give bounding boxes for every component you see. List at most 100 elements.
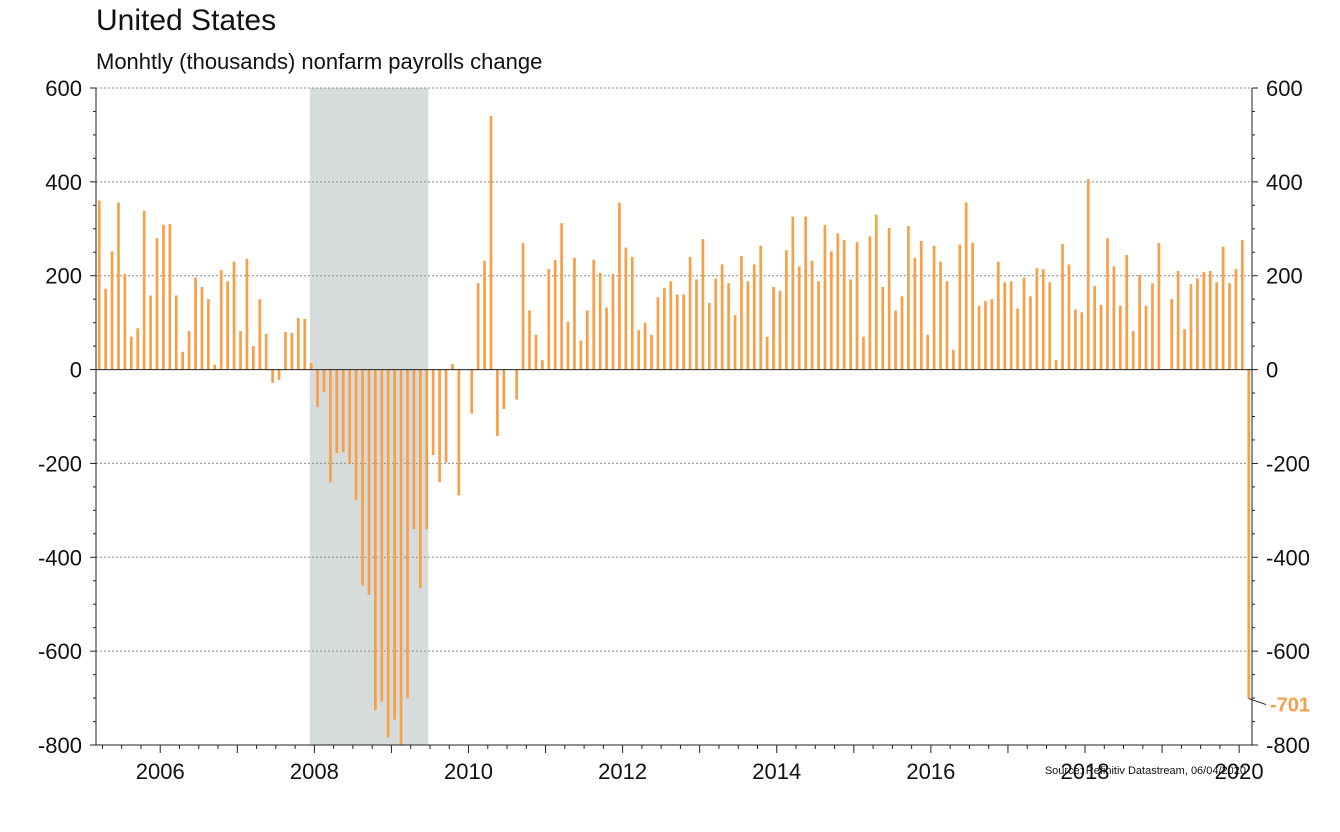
bar [361, 369, 364, 586]
y-tick-label-right: 200 [1266, 264, 1303, 289]
bar [855, 241, 859, 370]
bar [1208, 271, 1212, 370]
bar [418, 369, 422, 589]
bar [451, 363, 454, 370]
bar [406, 369, 409, 699]
bar [1074, 309, 1077, 370]
bar [502, 369, 506, 409]
bar [277, 369, 281, 380]
bar [110, 251, 114, 370]
bar [919, 240, 923, 370]
axes-layer [90, 87, 1267, 753]
y-tick-label-left: -800 [38, 733, 82, 758]
bar [733, 315, 737, 370]
bar [303, 318, 307, 370]
bar [1054, 360, 1058, 370]
bar [932, 245, 936, 370]
bar [117, 202, 120, 370]
bar [740, 256, 743, 370]
bar [598, 272, 602, 370]
x-tick-label: 2020 [1215, 759, 1264, 784]
bar [335, 369, 339, 454]
bar [894, 310, 897, 370]
bar [264, 333, 268, 370]
bar [650, 334, 653, 370]
y-tick-label-left: -600 [38, 639, 82, 664]
bar [560, 223, 563, 370]
bar [637, 330, 641, 370]
y-tick-label-right: -200 [1266, 451, 1310, 476]
bar [496, 369, 499, 437]
bar [309, 363, 313, 370]
bar [618, 202, 621, 370]
bar [1061, 243, 1064, 370]
bar [791, 216, 795, 370]
bar [573, 257, 576, 370]
x-tick-label: 2016 [906, 759, 955, 784]
x-tick-label: 2006 [136, 759, 185, 784]
bar [746, 281, 750, 370]
bar [187, 331, 191, 370]
bar [1131, 331, 1135, 370]
bar [399, 369, 403, 745]
chart-subtitle: Monhtly (thousands) nonfarm payrolls cha… [96, 49, 543, 74]
bar [656, 297, 660, 370]
bar [207, 299, 210, 370]
y-tick-label-right: 0 [1266, 358, 1278, 383]
bar [1080, 312, 1084, 370]
bar [380, 369, 384, 702]
bar [759, 245, 763, 370]
bar [823, 225, 827, 370]
y-tick-label-left: 600 [45, 76, 82, 101]
bar [900, 296, 904, 370]
bar [1029, 296, 1032, 370]
bar [829, 251, 833, 370]
bar [630, 256, 634, 370]
bar [1003, 282, 1007, 370]
bar [534, 334, 538, 370]
bar [540, 360, 544, 370]
bar [881, 286, 885, 370]
bar [1189, 284, 1193, 370]
bar [123, 273, 127, 370]
bar [290, 332, 294, 370]
y-tick-label-right: 600 [1266, 76, 1303, 101]
bar [348, 369, 352, 464]
bar [438, 369, 441, 483]
gridlines-layer [96, 87, 1252, 746]
bar [374, 369, 377, 711]
bar [444, 369, 448, 463]
bar [688, 256, 692, 370]
last-value-label: -701 [1270, 695, 1310, 717]
bar [971, 242, 974, 370]
bar [239, 331, 242, 370]
y-tick-label-right: 400 [1266, 170, 1303, 195]
bar [1035, 268, 1039, 370]
bar [386, 369, 390, 738]
bar [174, 295, 178, 370]
bar [945, 281, 949, 370]
bar [862, 336, 865, 370]
bar [958, 244, 962, 370]
y-tick-label-right: -800 [1266, 733, 1310, 758]
bar [1196, 278, 1199, 370]
bar [605, 307, 608, 370]
bar [149, 295, 152, 370]
bar [926, 334, 930, 370]
bar [1016, 308, 1019, 370]
bar [1125, 255, 1129, 370]
bar [1144, 305, 1148, 370]
bar [752, 264, 756, 370]
bar [1086, 179, 1090, 370]
x-tick-label: 2018 [1061, 759, 1110, 784]
bar [1099, 304, 1103, 370]
bar [868, 236, 872, 370]
bar [727, 283, 730, 370]
bar [329, 369, 332, 483]
bar [515, 369, 519, 400]
bar [457, 369, 461, 496]
bar [592, 259, 596, 370]
bar [682, 294, 685, 370]
bar [720, 264, 724, 370]
bar [1009, 281, 1013, 370]
